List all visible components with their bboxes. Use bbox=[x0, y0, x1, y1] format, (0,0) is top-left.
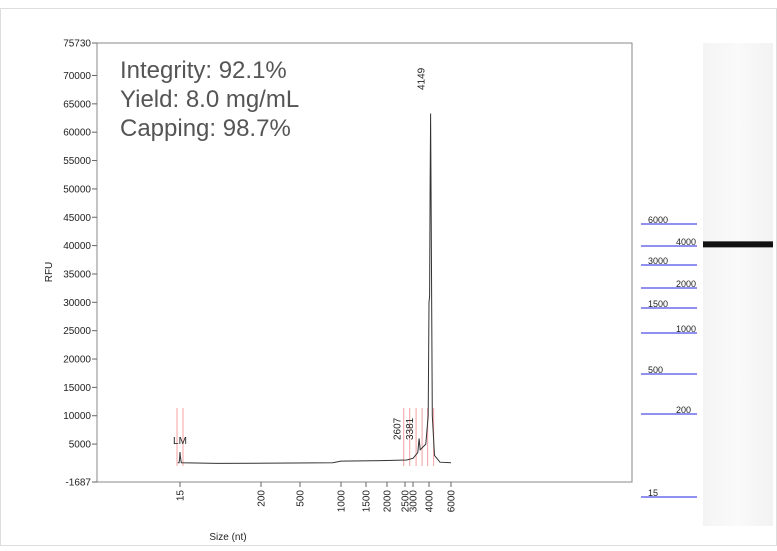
y-tick-label: 70000 bbox=[63, 71, 91, 82]
y-tick-label: 40000 bbox=[63, 241, 91, 252]
x-axis-label: Size (nt) bbox=[209, 532, 246, 543]
ladder-label: 200 bbox=[676, 405, 691, 415]
y-tick-label: 5000 bbox=[69, 440, 92, 451]
y-tick-label: 15000 bbox=[63, 383, 91, 394]
peak-label: LM bbox=[173, 436, 187, 447]
ladder-label: 1000 bbox=[676, 324, 696, 334]
peak-label: 3381 bbox=[405, 417, 416, 440]
y-tick-label: 20000 bbox=[63, 355, 91, 366]
annotation: Capping: 98.7% bbox=[120, 115, 291, 142]
ladder-label: 3000 bbox=[648, 256, 668, 266]
x-tick-label: 200 bbox=[257, 490, 268, 507]
y-tick-label: 45000 bbox=[63, 213, 91, 224]
ladder-label: 1500 bbox=[648, 299, 668, 309]
y-axis-label: RFU bbox=[44, 262, 55, 283]
y-tick-label: 25000 bbox=[63, 326, 91, 337]
ladder-label: 15 bbox=[648, 488, 658, 498]
y-tick-label: -1687 bbox=[65, 478, 91, 489]
ladder-label: 500 bbox=[648, 365, 663, 375]
x-tick-label: 2000 bbox=[383, 490, 394, 513]
peak-label: 4149 bbox=[417, 67, 428, 90]
gel-band bbox=[703, 241, 773, 247]
y-tick-label: 50000 bbox=[63, 184, 91, 195]
x-tick-label: 6000 bbox=[447, 490, 458, 513]
y-tick-label: 10000 bbox=[63, 411, 91, 422]
x-tick-label: 3000 bbox=[409, 490, 420, 513]
gel-lane bbox=[703, 43, 773, 526]
chart: RFU Size (nt) -1687 5000 10000 15000 20000 25… bbox=[0, 0, 777, 546]
y-tick-label: 35000 bbox=[63, 269, 91, 280]
peak-label: 2607 bbox=[393, 417, 404, 440]
ladder-label: 4000 bbox=[676, 237, 696, 247]
x-tick-label: 500 bbox=[296, 490, 307, 507]
ladder-label: 2000 bbox=[676, 279, 696, 289]
x-tick-label: 1000 bbox=[337, 490, 348, 513]
y-tick-label: 75730 bbox=[63, 39, 91, 50]
y-tick-label: 60000 bbox=[63, 128, 91, 139]
annotation: Yield: 8.0 mg/mL bbox=[120, 86, 299, 113]
y-tick-label: 30000 bbox=[63, 298, 91, 309]
ladder-label: 6000 bbox=[648, 215, 668, 225]
y-tick-label: 65000 bbox=[63, 99, 91, 110]
x-tick-label: 15 bbox=[176, 490, 187, 502]
frame bbox=[1, 9, 777, 546]
y-tick-label: 55000 bbox=[63, 156, 91, 167]
x-tick-label: 1500 bbox=[362, 490, 373, 513]
annotation: Integrity: 92.1% bbox=[120, 57, 287, 84]
x-tick-label: 4000 bbox=[425, 490, 436, 513]
